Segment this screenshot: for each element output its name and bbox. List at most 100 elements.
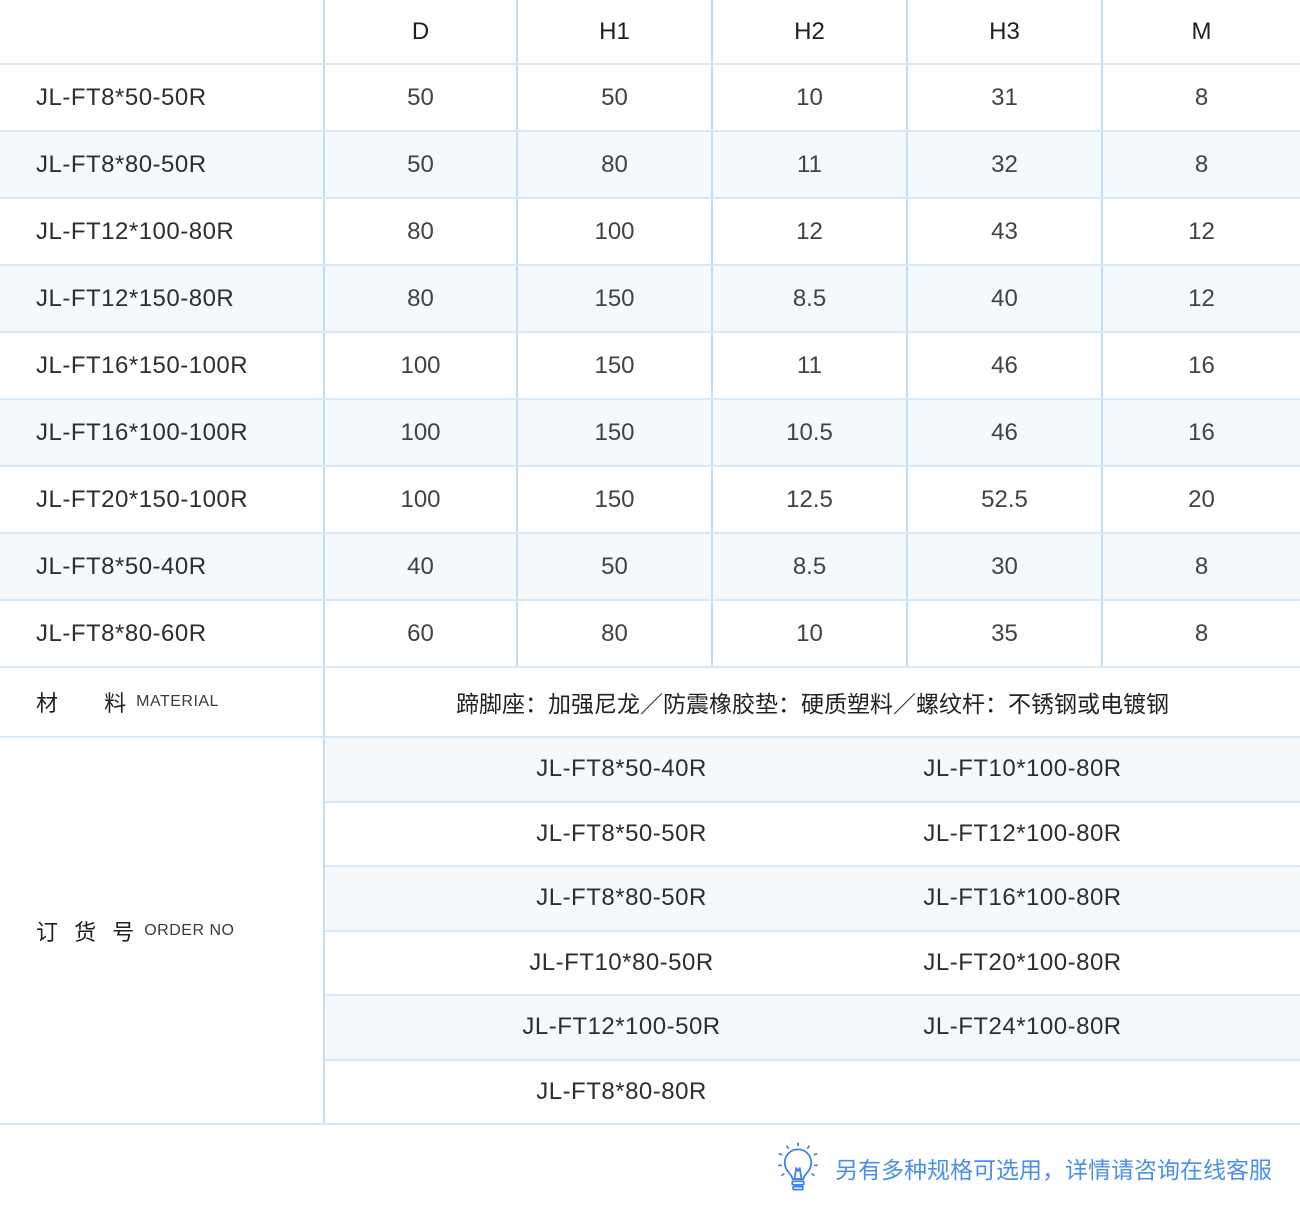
h1-cell: 150: [518, 266, 713, 331]
order-no: JL-FT8*50-50R: [536, 819, 707, 847]
order-label: 订 货 号 ORDER NO: [0, 738, 325, 1123]
h2-cell: 12.5: [713, 467, 908, 532]
order-no: JL-FT16*100-80R: [923, 884, 1122, 912]
h2-cell: 11: [713, 333, 908, 398]
order-label-cn: 订 货 号: [36, 919, 135, 945]
h1-cell: 100: [518, 199, 713, 264]
m-cell: 12: [1188, 217, 1215, 245]
table-row: JL-FT20*150-100R 100 150 12.5 52.5 20: [0, 467, 1300, 534]
table-row: JL-FT16*150-100R 100 150 11 46 16: [0, 333, 1300, 400]
order-no: JL-FT8*80-80R: [536, 1077, 707, 1105]
header-col-m: M: [1191, 17, 1212, 45]
order-row: JL-FT8*50-50R JL-FT12*100-80R: [325, 802, 1300, 867]
table-row: JL-FT8*80-60R 60 80 10 35 8: [0, 601, 1300, 668]
order-no: JL-FT12*100-80R: [923, 819, 1122, 847]
header-col-d: D: [325, 0, 518, 63]
model-cell: JL-FT8*50-50R: [0, 65, 325, 130]
h1-cell: 80: [518, 601, 713, 666]
header-col-h3: H3: [908, 0, 1103, 63]
h2-cell: 10: [713, 601, 908, 666]
header-model-cell: [0, 0, 325, 63]
header-col-h1: H1: [518, 0, 713, 63]
model-cell: JL-FT8*80-50R: [0, 132, 325, 197]
m-cell: 8: [1194, 150, 1209, 178]
d-cell: 80: [325, 199, 518, 264]
h2-cell: 8.5: [713, 534, 908, 599]
order-no: JL-FT20*100-80R: [923, 948, 1122, 976]
material-label-en: MATERIAL: [136, 693, 219, 710]
d-cell: 50: [325, 132, 518, 197]
spec-table-header: D H1 H2 H3 M: [0, 0, 1300, 65]
table-row: JL-FT12*100-80R 80 100 12 43 12: [0, 199, 1300, 266]
order-row: JL-FT12*100-50R JL-FT24*100-80R: [325, 996, 1300, 1061]
order-no: JL-FT10*100-80R: [923, 755, 1122, 783]
bulb-icon: [778, 1141, 818, 1191]
table-row: JL-FT16*100-100R 100 150 10.5 46 16: [0, 400, 1300, 467]
h3-cell: 30: [908, 534, 1103, 599]
d-cell: 50: [325, 65, 518, 130]
header-col-h2: H2: [713, 0, 908, 63]
h3-cell: 43: [908, 199, 1103, 264]
order-row: JL-FT10*80-50R JL-FT20*100-80R: [325, 931, 1300, 996]
d-cell: 100: [325, 333, 518, 398]
h3-cell: 40: [908, 266, 1103, 331]
order-no: JL-FT8*50-40R: [536, 755, 707, 783]
order-no: JL-FT24*100-80R: [923, 1013, 1122, 1041]
h3-cell: 46: [908, 400, 1103, 465]
h3-cell: 31: [908, 65, 1103, 130]
model-cell: JL-FT8*50-40R: [0, 534, 325, 599]
material-label: 材 料 MATERIAL: [0, 668, 325, 736]
table-row: JL-FT8*80-50R 50 80 11 32 8: [0, 132, 1300, 199]
m-cell: 8: [1194, 619, 1209, 647]
footer-note: 另有多种规格可选用，详情请咨询在线客服: [0, 1125, 1300, 1210]
model-cell: JL-FT16*150-100R: [0, 333, 325, 398]
order-no: JL-FT12*100-50R: [522, 1013, 721, 1041]
h2-cell: 10: [713, 65, 908, 130]
h2-cell: 12: [713, 199, 908, 264]
material-label-cn: 材 料: [36, 691, 127, 716]
m-cell: 8: [1194, 83, 1209, 111]
h3-cell: 32: [908, 132, 1103, 197]
model-cell: JL-FT16*100-100R: [0, 400, 325, 465]
h1-cell: 150: [518, 400, 713, 465]
d-cell: 100: [325, 467, 518, 532]
model-cell: JL-FT12*150-80R: [0, 266, 325, 331]
h3-cell: 46: [908, 333, 1103, 398]
model-cell: JL-FT12*100-80R: [0, 199, 325, 264]
h2-cell: 10.5: [713, 400, 908, 465]
order-no: JL-FT8*80-50R: [536, 884, 707, 912]
d-cell: 60: [325, 601, 518, 666]
m-cell: 20: [1188, 485, 1215, 513]
model-cell: JL-FT8*80-60R: [0, 601, 325, 666]
order-row: JL-FT8*80-80R: [325, 1060, 1300, 1123]
m-cell: 16: [1188, 418, 1215, 446]
h2-cell: 11: [713, 132, 908, 197]
m-cell: 12: [1188, 284, 1215, 312]
m-cell: 16: [1188, 351, 1215, 379]
order-no: JL-FT10*80-50R: [529, 948, 714, 976]
h3-cell: 52.5: [908, 467, 1103, 532]
h2-cell: 8.5: [713, 266, 908, 331]
table-row: JL-FT8*50-40R 40 50 8.5 30 8: [0, 534, 1300, 601]
material-content: 蹄脚座：加强尼龙／防震橡胶垫：硬质塑料／螺纹杆：不锈钢或电镀钢: [456, 691, 1169, 717]
d-cell: 40: [325, 534, 518, 599]
d-cell: 80: [325, 266, 518, 331]
m-cell: 8: [1194, 552, 1209, 580]
h3-cell: 35: [908, 601, 1103, 666]
order-row: JL-FT8*80-50R JL-FT16*100-80R: [325, 867, 1300, 932]
order-section: 订 货 号 ORDER NO JL-FT8*50-40R JL-FT10*100…: [0, 738, 1300, 1125]
spec-table: D H1 H2 H3 M JL-FT8*50-50R 50 50 10 31 8…: [0, 0, 1300, 668]
d-cell: 100: [325, 400, 518, 465]
footer-note-text: 另有多种规格可选用，详情请咨询在线客服: [835, 1156, 1272, 1183]
h1-cell: 80: [518, 132, 713, 197]
order-rows: JL-FT8*50-40R JL-FT10*100-80R JL-FT8*50-…: [325, 738, 1300, 1123]
h1-cell: 50: [518, 65, 713, 130]
order-label-en: ORDER NO: [144, 921, 235, 939]
order-row: JL-FT8*50-40R JL-FT10*100-80R: [325, 738, 1300, 803]
h1-cell: 50: [518, 534, 713, 599]
table-row: JL-FT12*150-80R 80 150 8.5 40 12: [0, 266, 1300, 333]
h1-cell: 150: [518, 333, 713, 398]
h1-cell: 150: [518, 467, 713, 532]
material-row: 材 料 MATERIAL 蹄脚座：加强尼龙／防震橡胶垫：硬质塑料／螺纹杆：不锈钢…: [0, 668, 1300, 738]
